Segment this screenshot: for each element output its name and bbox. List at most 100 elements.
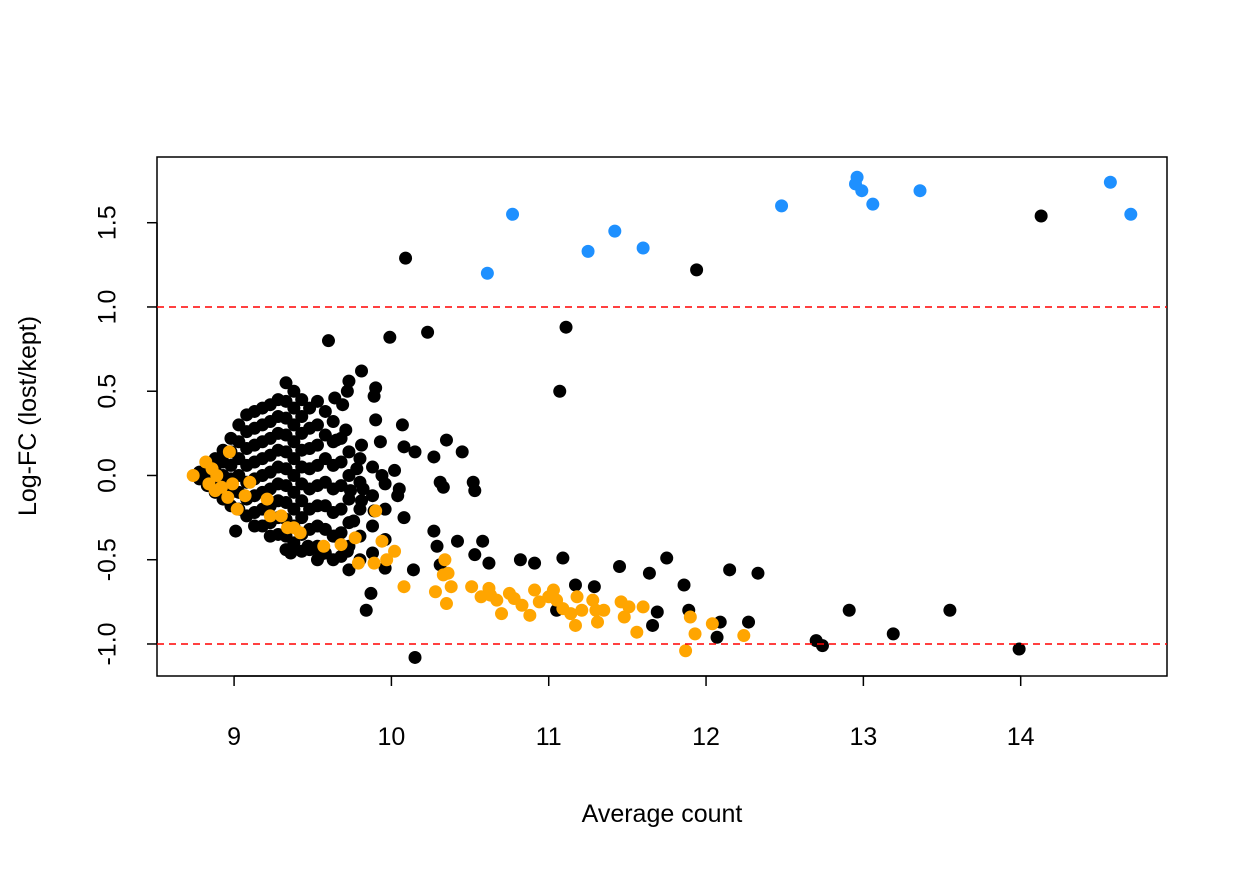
point [287, 485, 301, 499]
point [369, 413, 383, 427]
point [287, 384, 301, 398]
point [465, 580, 479, 594]
point [321, 334, 335, 348]
x-tick-label: 14 [1007, 723, 1035, 751]
point [581, 244, 595, 258]
point [380, 553, 394, 567]
point [287, 502, 301, 516]
point [378, 477, 392, 491]
point [1103, 175, 1117, 189]
point [553, 384, 567, 398]
point [421, 325, 435, 339]
point [353, 502, 367, 516]
y-axis-label: Log-FC (lost/kept) [14, 316, 42, 516]
point [366, 519, 380, 533]
point [369, 381, 383, 395]
point [842, 603, 856, 617]
point [455, 445, 469, 459]
point [482, 556, 496, 570]
point [342, 492, 356, 506]
point [355, 364, 369, 378]
point [546, 583, 560, 597]
point [373, 435, 387, 449]
point [568, 618, 582, 632]
point [342, 374, 356, 388]
point [683, 610, 697, 624]
point [295, 494, 309, 508]
point [427, 450, 441, 464]
point [866, 197, 880, 211]
point [815, 639, 829, 653]
point [444, 580, 458, 594]
point [260, 492, 274, 506]
point [342, 516, 356, 530]
point [397, 511, 411, 525]
point [650, 605, 664, 619]
point [587, 580, 601, 594]
point [1034, 209, 1048, 223]
y-tick-label: 0.0 [94, 458, 122, 493]
point [310, 418, 324, 432]
point [334, 549, 348, 563]
point [367, 556, 381, 570]
point [855, 184, 869, 198]
point [342, 563, 356, 577]
point [230, 502, 244, 516]
point [326, 415, 340, 429]
y-tick-label: -1.0 [94, 622, 122, 665]
point [287, 452, 301, 466]
point [630, 625, 644, 639]
point [310, 438, 324, 452]
point [263, 509, 277, 523]
point [1124, 207, 1138, 221]
point [388, 544, 402, 558]
point [295, 393, 309, 407]
point [751, 566, 765, 580]
point [287, 401, 301, 415]
point [375, 534, 389, 548]
point [318, 404, 332, 418]
point [229, 524, 243, 538]
point [397, 440, 411, 454]
point [705, 617, 719, 631]
point [355, 438, 369, 452]
point [439, 433, 453, 447]
point [617, 610, 631, 624]
point [677, 578, 691, 592]
point [391, 489, 405, 503]
point [328, 391, 342, 405]
point [688, 627, 702, 641]
point [226, 477, 240, 491]
point [775, 199, 789, 213]
point [515, 598, 529, 612]
point [690, 263, 704, 277]
x-tick-label: 10 [378, 723, 406, 751]
point [406, 563, 420, 577]
point [369, 504, 383, 518]
point [348, 531, 362, 545]
point [366, 489, 380, 503]
point [364, 586, 378, 600]
point [408, 445, 422, 459]
point [430, 539, 444, 553]
point [433, 475, 447, 489]
point [334, 455, 348, 469]
point [427, 524, 441, 538]
point [334, 431, 348, 445]
point [513, 553, 527, 567]
point [295, 511, 309, 525]
point [366, 546, 380, 560]
point [1012, 642, 1026, 656]
point [450, 534, 464, 548]
point [287, 418, 301, 432]
point [334, 538, 348, 552]
point [359, 603, 373, 617]
point [353, 452, 367, 466]
x-tick-label: 11 [536, 723, 562, 751]
point [913, 184, 927, 198]
point [215, 480, 229, 494]
point [243, 475, 257, 489]
point [646, 618, 660, 632]
y-tick-label: -0.5 [94, 538, 122, 581]
